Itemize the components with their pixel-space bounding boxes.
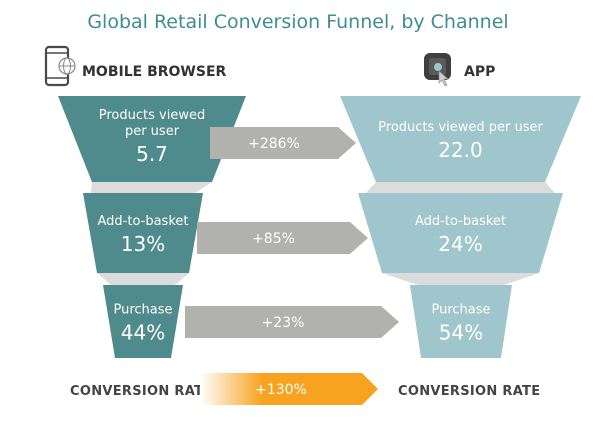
connector-app <box>382 273 539 285</box>
funnel-segment-app <box>358 193 563 273</box>
chart-title: Global Retail Conversion Funnel, by Chan… <box>87 11 508 33</box>
stage-value-app: 24% <box>438 232 482 256</box>
channel-label-app: APP <box>464 64 495 80</box>
conversion-delta: +130% <box>255 382 307 398</box>
funnel-segment-mobile <box>103 285 183 358</box>
stage-value-mobile: 5.7 <box>136 142 168 166</box>
funnel-connectors <box>91 182 555 285</box>
stage-value-mobile: 44% <box>121 321 165 345</box>
mobile-web-icon <box>44 45 76 87</box>
stage-label-mobile: per user <box>125 124 180 139</box>
delta-label: +286% <box>248 136 300 152</box>
delta-arrow <box>197 222 368 254</box>
funnel-segment-mobile <box>58 96 246 182</box>
funnel-segment-app <box>410 285 512 358</box>
connector-app <box>366 182 555 193</box>
stage-label-app: Add-to-basket <box>415 214 506 229</box>
stage-label-app: Products viewed per user <box>378 120 543 135</box>
funnel-segment-mobile <box>83 193 203 273</box>
funnel-segment-app <box>340 96 581 182</box>
stage-value-app: 54% <box>439 321 483 345</box>
delta-label: +23% <box>262 315 305 331</box>
connector-mobile <box>91 182 212 193</box>
delta-label: +85% <box>252 231 295 247</box>
stage-label-mobile: Purchase <box>113 303 172 318</box>
channel-label-mobile: MOBILE BROWSER <box>82 64 227 80</box>
stage-value-mobile: 13% <box>121 232 165 256</box>
stage-value-app: 22.0 <box>438 138 483 162</box>
conversion-label-right: CONVERSION RATE <box>398 384 540 399</box>
delta-arrow <box>185 306 399 338</box>
delta-arrow <box>210 127 356 159</box>
conversion-label-left: CONVERSION RATE <box>70 384 212 399</box>
stage-label-app: Purchase <box>431 303 490 318</box>
stage-label-mobile: Products viewed <box>99 108 205 123</box>
conversion-arrow <box>200 373 378 405</box>
delta-arrows: +286% +85% +23% <box>185 127 399 338</box>
stage-label-mobile: Add-to-basket <box>98 214 189 229</box>
app-touch-icon <box>424 53 451 87</box>
connector-mobile <box>97 273 189 285</box>
